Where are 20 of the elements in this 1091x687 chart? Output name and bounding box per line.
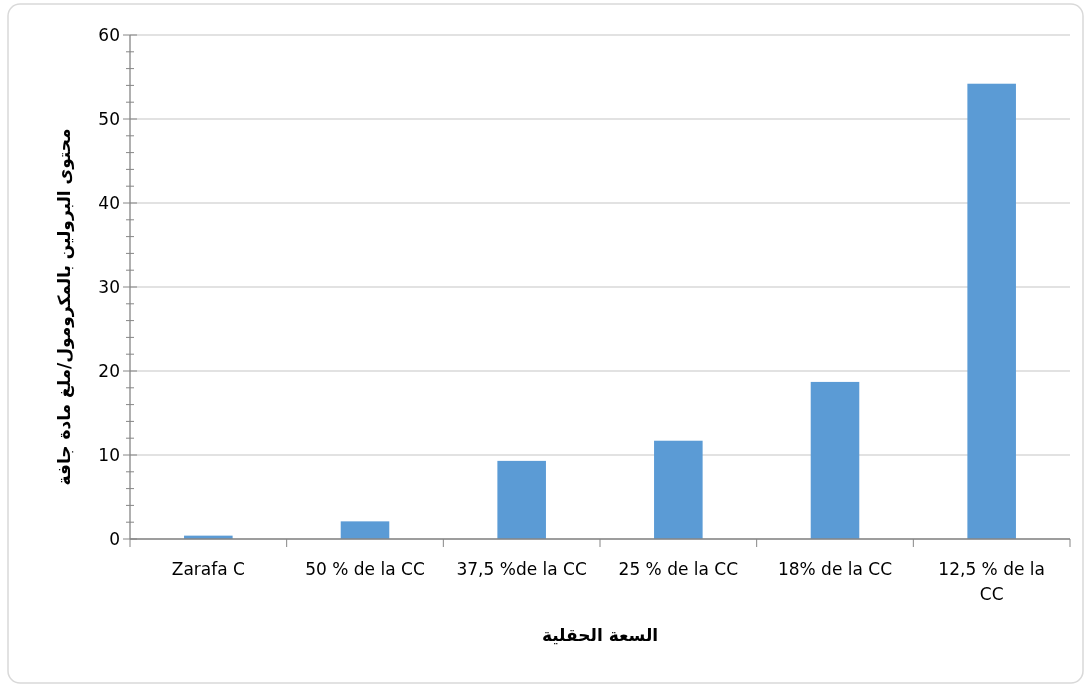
x-tick-label: Zarafa C (171, 559, 245, 579)
y-tick-label: 0 (109, 528, 120, 549)
x-tick-label: 37,5 %de la CC (456, 559, 587, 579)
y-tick-label: 30 (98, 276, 120, 297)
y-axis-title: محتوى البرولين بالمكرومول/ملغ مادة جافة (54, 128, 75, 486)
x-axis-title: السعة الحقلية (541, 625, 659, 645)
bar (967, 83, 1016, 539)
bar (340, 521, 390, 539)
x-tick-label: 12,5 % de la CC (938, 559, 1045, 604)
y-tick-label: 10 (98, 444, 120, 465)
x-tick-label: 50 % de la CC (305, 559, 425, 579)
x-tick-label: 25 % de la CC (618, 559, 739, 579)
bar (810, 381, 860, 539)
bar (497, 460, 546, 539)
y-tick-label: 40 (98, 192, 120, 213)
y-tick-label: 50 (98, 108, 120, 129)
y-tick-label: 60 (98, 24, 120, 45)
bar (654, 440, 703, 539)
x-tick-label: 18% de la CC (777, 559, 893, 579)
y-tick-label: 20 (98, 360, 120, 381)
